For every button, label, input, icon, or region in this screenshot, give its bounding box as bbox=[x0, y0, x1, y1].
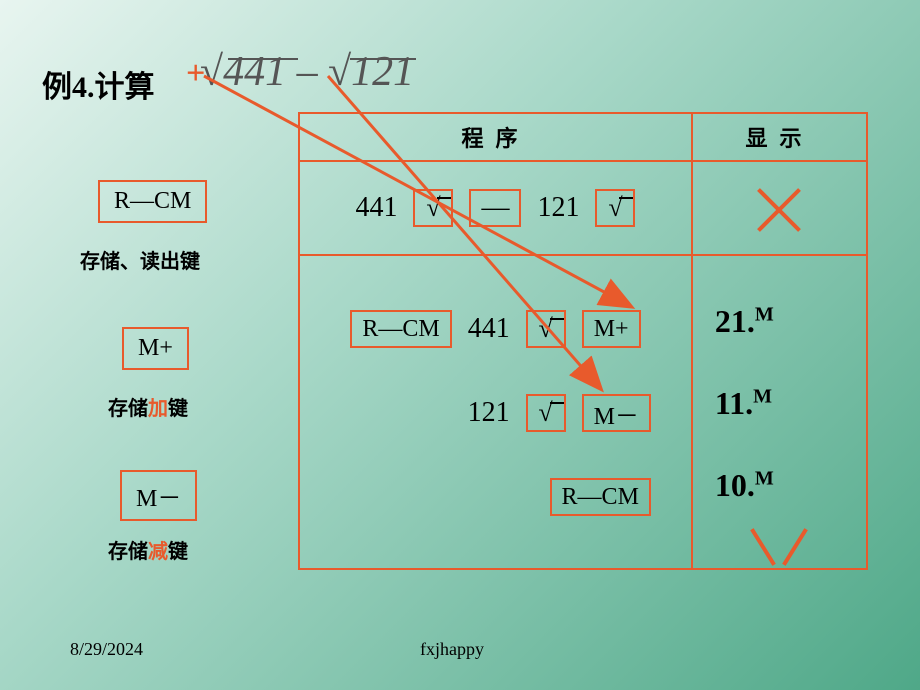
row1-display bbox=[692, 161, 867, 255]
sqrt-overline-121 bbox=[350, 58, 416, 60]
example-title: 例4.计算 bbox=[42, 62, 155, 106]
mminus-key-label: 存储减键 bbox=[108, 535, 188, 564]
step-rcm-key-2: R—CM bbox=[550, 478, 651, 516]
minus-key-icon: — bbox=[469, 189, 521, 227]
eq-num1: 441 bbox=[223, 49, 286, 95]
step2-n: 121 bbox=[468, 397, 510, 429]
check-v-icon bbox=[747, 526, 811, 566]
header-procedure: 程序 bbox=[299, 113, 692, 161]
display-value-3: 10.M bbox=[693, 444, 866, 526]
sqrt-key-icon bbox=[413, 189, 453, 227]
rcm-key: R—CM bbox=[98, 180, 207, 223]
step-rcm-key: R—CM bbox=[350, 310, 451, 348]
display-value-2: 11.M bbox=[693, 362, 866, 444]
mplus-key-label: 存储加键 bbox=[108, 392, 188, 421]
procedure-table: 程序 显示 441 — 121 R—CM 441 M+ 121 bbox=[298, 112, 868, 570]
sqrt-key-icon bbox=[526, 394, 566, 432]
row1-n1: 441 bbox=[355, 192, 397, 224]
mplus-key: M+ bbox=[122, 327, 189, 370]
row1-procedure: 441 — 121 bbox=[299, 161, 692, 255]
sqrt-key-icon bbox=[595, 189, 635, 227]
row2-display: 21.M 11.M 10.M bbox=[692, 255, 867, 569]
eq-num2: 121 bbox=[351, 49, 414, 95]
equation: √441 – √121 bbox=[200, 48, 414, 96]
display-value-1: 21.M bbox=[693, 280, 866, 362]
sqrt-overline-441 bbox=[228, 58, 298, 60]
mminus-key: M－ bbox=[120, 470, 197, 521]
step-mplus-key: M+ bbox=[582, 310, 641, 348]
footer-date: 8/29/2024 bbox=[70, 639, 143, 660]
row2-procedure: R—CM 441 M+ 121 M－ R—CM bbox=[299, 255, 692, 569]
header-display: 显示 bbox=[692, 113, 867, 161]
footer-author: fxjhappy bbox=[420, 639, 484, 660]
step1-n: 441 bbox=[468, 313, 510, 345]
row1-n2: 121 bbox=[537, 192, 579, 224]
cross-x-icon bbox=[750, 179, 808, 237]
step-mminus-key: M－ bbox=[582, 394, 651, 432]
sqrt-key-icon bbox=[526, 310, 566, 348]
rcm-key-label: 存储、读出键 bbox=[80, 245, 200, 274]
